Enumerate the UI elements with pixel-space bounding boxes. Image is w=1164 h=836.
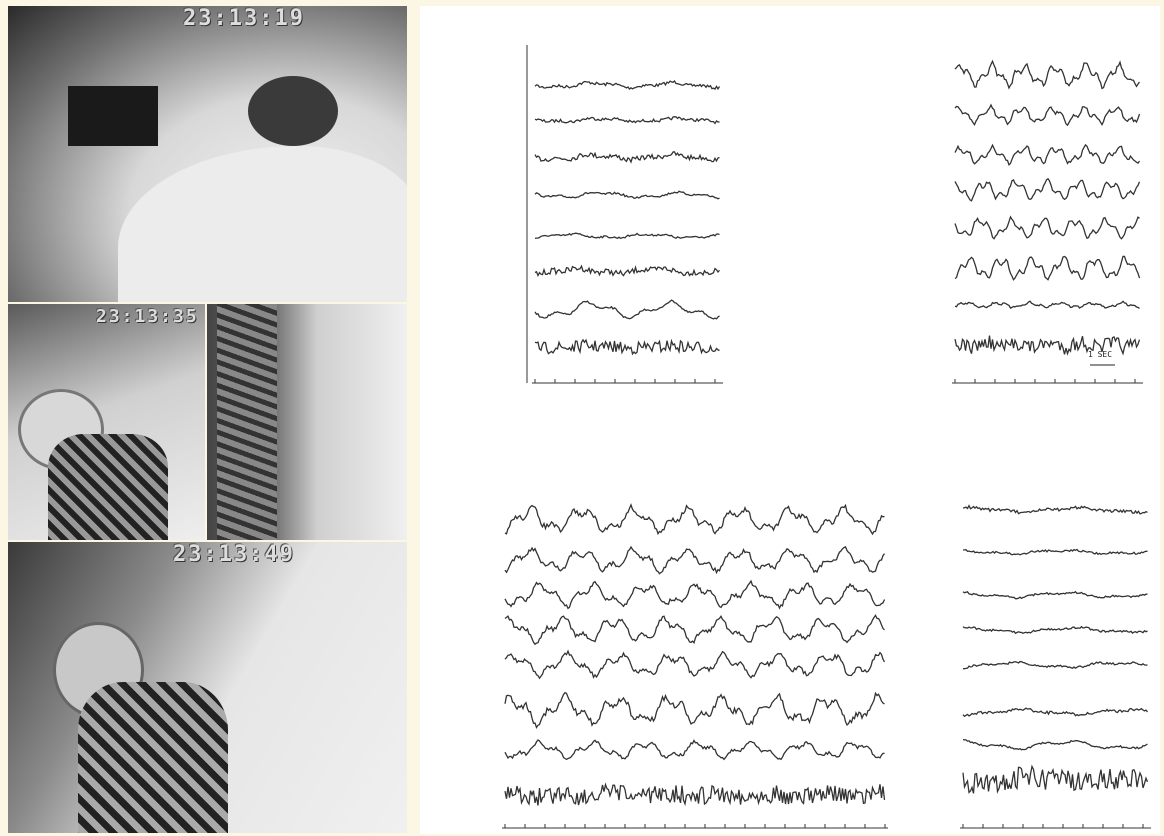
body-shape: [78, 682, 228, 833]
eeg-trace: [955, 301, 1140, 308]
eeg-trace: [505, 651, 885, 678]
eeg-trace: [505, 784, 885, 805]
curtain-shape: [217, 304, 277, 540]
video-frame: [207, 304, 407, 540]
timestamp: 23:13:35: [96, 306, 199, 327]
timestamp: 23:13:19: [183, 6, 305, 31]
eeg-trace: [535, 81, 720, 89]
figure: 23:13:19 23:13:35 23:13:49 1 SEC: [0, 0, 1164, 836]
timestamp: 23:13:49: [173, 542, 295, 567]
eeg-trace: [955, 145, 1140, 165]
eeg-trace: [963, 767, 1148, 794]
eeg-trace: [535, 233, 720, 238]
eeg-trace: [963, 740, 1148, 750]
eeg-trace: [955, 105, 1140, 125]
video-frame: 23:13:35: [8, 304, 205, 540]
eeg-trace: [955, 256, 1140, 279]
eeg-trace: [963, 550, 1148, 555]
eeg-trace: [963, 592, 1148, 599]
eeg-trace: [963, 627, 1148, 634]
eeg-trace: [505, 693, 885, 728]
video-frame: 23:13:19: [8, 6, 407, 302]
head-shape: [248, 76, 338, 146]
video-frame: 23:13:49: [8, 542, 407, 833]
eeg-trace: [505, 740, 885, 759]
eeg-trace: [955, 61, 1140, 88]
device-shape: [68, 86, 158, 146]
eeg-trace: [955, 179, 1140, 201]
bed-shape: [118, 146, 407, 302]
eeg-trace: [535, 340, 720, 354]
body-shape: [48, 434, 168, 540]
eeg-trace: [505, 547, 885, 574]
eeg-trace: [505, 615, 885, 644]
eeg-trace: [955, 217, 1140, 239]
eeg-trace: [535, 300, 720, 319]
eeg-trace: [535, 266, 720, 276]
eeg-trace: [535, 191, 720, 199]
eeg-trace: [505, 581, 885, 608]
eeg-traces: 1 SEC: [420, 6, 1160, 834]
eeg-trace: [535, 152, 720, 162]
eeg-trace: [963, 506, 1148, 514]
eeg-trace: [505, 505, 885, 534]
eeg-trace: [963, 662, 1148, 669]
eeg-trace: [535, 117, 720, 124]
scale-label: 1 SEC: [1088, 350, 1112, 359]
eeg-trace: [963, 708, 1148, 716]
